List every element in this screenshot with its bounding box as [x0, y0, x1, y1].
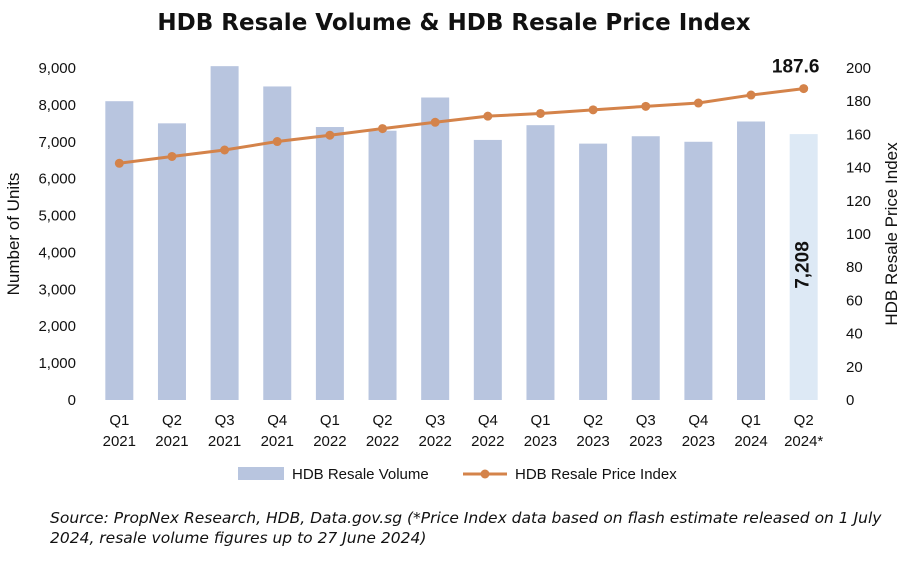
- x-tick-quarter: Q1: [741, 412, 761, 429]
- price-line: [119, 87, 804, 165]
- y-axis-right: 0 20 40 60 80 100 120 140 160 180 200 HDB Resale Pr…: [846, 60, 901, 409]
- x-tick-quarter: Q3: [425, 412, 445, 429]
- bar-11: [684, 141, 713, 400]
- y2-tick-label: 0: [846, 392, 854, 409]
- bar-1: [157, 123, 186, 400]
- y2-tick-label: 100: [846, 226, 871, 243]
- x-tick-year: 2021: [261, 433, 294, 450]
- x-tick-year: 2022: [471, 433, 504, 450]
- legend: HDB Resale Volume HDB Resale Price Index: [238, 466, 677, 483]
- bar-3: [263, 86, 292, 400]
- x-axis: Q1 2021 Q2 2021 Q3 2021 Q4 2021 Q1 2022 Q2 2022 Q3 20…: [103, 412, 824, 450]
- combo-chart: 0 1,000 2,000 3,000 4,000 5,000 6,000 7,000 8,00…: [4, 57, 901, 483]
- x-tick-quarter: Q1: [530, 412, 550, 429]
- x-tick-quarter: Q4: [688, 412, 708, 429]
- y2-tick-label: 20: [846, 359, 863, 376]
- price-point-9: [588, 105, 598, 115]
- legend-label-price: HDB Resale Price Index: [515, 466, 677, 483]
- y-tick-label: 2,000: [38, 318, 76, 335]
- x-tick-year: 2024: [734, 433, 767, 450]
- source-note: Source: PropNex Research, HDB, Data.gov.…: [50, 509, 882, 547]
- bar-7: [473, 139, 502, 400]
- y-tick-label: 4,000: [38, 244, 76, 261]
- line-series: [114, 84, 809, 168]
- y-tick-label: 8,000: [38, 97, 76, 114]
- y-axis-label: Number of Units: [4, 173, 23, 296]
- x-tick-quarter: Q2: [583, 412, 603, 429]
- x-tick-year: 2021: [155, 433, 188, 450]
- y-tick-label: 3,000: [38, 281, 76, 298]
- legend-label-volume: HDB Resale Volume: [292, 466, 429, 483]
- y-tick-label: 7,000: [38, 134, 76, 151]
- y2-tick-label: 180: [846, 93, 871, 110]
- y2-tick-label: 40: [846, 326, 863, 343]
- line-value-label: 187.6: [772, 57, 820, 78]
- price-point-10: [641, 101, 651, 111]
- x-tick-year: 2024*: [784, 433, 823, 450]
- y2-tick-label: 200: [846, 60, 871, 77]
- x-tick-year: 2023: [524, 433, 557, 450]
- price-point-7: [483, 111, 493, 121]
- y2-tick-label: 140: [846, 160, 871, 177]
- bar-13: [789, 134, 818, 400]
- y-tick-label: 1,000: [38, 355, 76, 372]
- y-axis-left: 0 1,000 2,000 3,000 4,000 5,000 6,000 7,000 8,00…: [4, 60, 76, 409]
- x-tick-quarter: Q1: [320, 412, 340, 429]
- data-labels: 7,208 187.6: [772, 57, 820, 289]
- price-point-13: [799, 84, 809, 94]
- y2-tick-label: 60: [846, 292, 863, 309]
- x-tick-year: 2023: [629, 433, 662, 450]
- x-tick-year: 2022: [366, 433, 399, 450]
- bar-0: [105, 101, 134, 400]
- x-tick-year: 2022: [313, 433, 346, 450]
- x-tick-quarter: Q4: [478, 412, 498, 429]
- bar-series: [105, 66, 818, 401]
- y2-tick-label: 160: [846, 126, 871, 143]
- legend-swatch-price-marker: [480, 469, 490, 479]
- price-point-6: [430, 117, 440, 127]
- bar-4: [315, 127, 344, 401]
- price-point-0: [114, 158, 124, 168]
- bar-5: [368, 130, 397, 400]
- chart-title: HDB Resale Volume & HDB Resale Price Ind…: [157, 10, 751, 36]
- y2-tick-label: 80: [846, 259, 863, 276]
- y2-axis-label: HDB Resale Price Index: [882, 142, 901, 326]
- price-point-3: [272, 137, 282, 147]
- x-tick-quarter: Q2: [162, 412, 182, 429]
- bar-10: [631, 136, 660, 400]
- legend-swatch-volume: [238, 467, 284, 480]
- price-point-1: [167, 151, 177, 161]
- x-tick-year: 2021: [103, 433, 136, 450]
- bar-6: [421, 97, 450, 400]
- x-tick-quarter: Q2: [373, 412, 393, 429]
- x-tick-quarter: Q1: [109, 412, 129, 429]
- bar-value-label: 7,208: [793, 241, 814, 289]
- price-point-8: [535, 108, 545, 118]
- price-point-2: [220, 145, 230, 155]
- x-tick-year: 2021: [208, 433, 241, 450]
- x-tick-quarter: Q3: [215, 412, 235, 429]
- price-point-5: [378, 124, 388, 134]
- price-point-11: [693, 98, 703, 108]
- price-point-12: [746, 90, 756, 100]
- x-tick-quarter: Q2: [794, 412, 814, 429]
- bar-12: [737, 121, 766, 400]
- price-point-4: [325, 130, 335, 140]
- y-tick-label: 9,000: [38, 60, 76, 77]
- bar-8: [526, 125, 555, 400]
- bar-9: [579, 143, 608, 400]
- y-tick-label: 6,000: [38, 171, 76, 188]
- x-tick-quarter: Q4: [267, 412, 287, 429]
- y-tick-label: 5,000: [38, 208, 76, 225]
- bar-2: [210, 66, 239, 401]
- x-tick-year: 2022: [418, 433, 451, 450]
- y-tick-label: 0: [68, 392, 76, 409]
- y2-tick-label: 120: [846, 193, 871, 210]
- x-tick-quarter: Q3: [636, 412, 656, 429]
- x-tick-year: 2023: [682, 433, 715, 450]
- x-tick-year: 2023: [576, 433, 609, 450]
